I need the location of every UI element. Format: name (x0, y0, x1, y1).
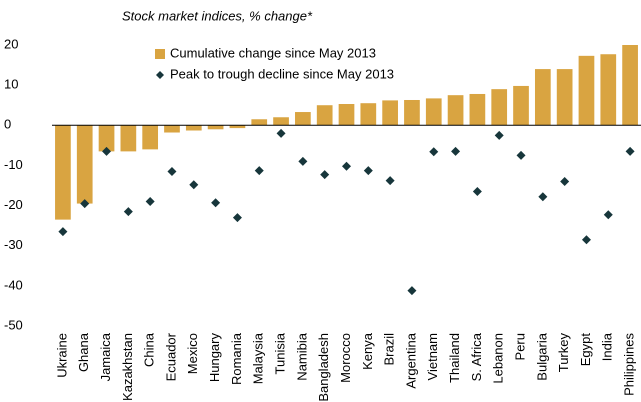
legend-swatch (155, 49, 165, 59)
x-tick-label: Ghana (76, 332, 91, 372)
diamond-marker (429, 147, 439, 157)
x-tick-label: Malaysia (251, 332, 266, 384)
bar (338, 104, 355, 126)
x-tick-label: Ecuador (163, 332, 178, 381)
diamond-marker (298, 156, 308, 166)
diamond-marker (385, 176, 395, 186)
diamond-marker (407, 286, 417, 296)
bar (513, 85, 529, 126)
bar (622, 45, 638, 126)
y-tick-label: -10 (4, 157, 23, 172)
bar (404, 99, 420, 126)
diamond-marker (342, 161, 351, 171)
diamond-marker (538, 192, 548, 202)
bar (360, 103, 377, 126)
bar (316, 105, 333, 126)
y-tick-label: -40 (4, 277, 23, 292)
diamond-marker (102, 146, 112, 156)
x-tick-label: Hungary (207, 333, 222, 383)
diamond-marker (123, 207, 133, 217)
x-tick-label: Argentina (403, 332, 418, 388)
diamond-marker (363, 166, 373, 176)
diamond-marker (232, 213, 242, 223)
bar (556, 69, 573, 126)
diamond-marker (603, 210, 613, 220)
x-tick-label: Ukraine (54, 333, 69, 378)
x-tick-label: Morocco (338, 333, 353, 383)
x-tick-label: Kenya (360, 332, 375, 370)
diamond-marker (625, 146, 635, 156)
x-tick-label: Peru (512, 333, 527, 360)
x-tick-label: Romania (229, 332, 244, 385)
x-tick-label: Kazakhstan (120, 333, 135, 401)
x-tick-label: Brazil (382, 333, 397, 366)
diamond-marker (80, 199, 90, 209)
bar (207, 125, 224, 130)
diamond-marker (494, 130, 504, 140)
bar (534, 69, 551, 126)
diamond-marker (211, 198, 221, 208)
bar (425, 98, 442, 126)
diamond-marker (167, 166, 177, 176)
legend-swatch (156, 71, 164, 79)
x-tick-label: Thailand (447, 333, 462, 383)
legend-label: Peak to trough decline since May 2013 (170, 66, 394, 81)
bar (185, 125, 202, 131)
y-tick-label: 0 (4, 117, 11, 132)
diamond-marker (58, 227, 68, 237)
chart-title: Stock market indices, % change* (122, 8, 313, 23)
x-tick-label: Turkey (556, 333, 571, 373)
diamond-marker (451, 146, 461, 156)
bar (120, 125, 137, 152)
y-tick-label: -50 (4, 317, 23, 332)
diamond-marker (516, 150, 526, 160)
diamond-marker (320, 170, 330, 180)
x-tick-label: Bulgaria (534, 332, 549, 380)
diamond-marker (189, 180, 199, 190)
x-tick-label: Jamaica (98, 332, 113, 381)
bar (295, 112, 311, 126)
x-tick-label: Vietnam (425, 333, 440, 380)
bar (491, 89, 508, 126)
legend-label: Cumulative change since May 2013 (170, 45, 376, 60)
x-tick-label: Bangladesh (316, 333, 331, 402)
diamond-marker (276, 128, 286, 138)
x-tick-label: Mexico (185, 333, 200, 374)
bar (578, 55, 595, 126)
diamond-marker (145, 197, 155, 207)
y-tick-label: -30 (4, 237, 23, 252)
bar (98, 125, 115, 152)
x-tick-label: Philippines (622, 333, 637, 396)
bar (76, 125, 93, 204)
diamond-marker (560, 176, 570, 186)
x-tick-label: India (600, 332, 615, 361)
diamond-marker (254, 166, 264, 176)
bar (382, 100, 398, 126)
y-tick-label: 20 (4, 36, 18, 51)
x-tick-label: Lebanon (491, 333, 506, 384)
x-tick-label: Namibia (294, 332, 309, 380)
bar (142, 125, 159, 150)
bar (469, 93, 486, 126)
x-tick-label: S. Africa (469, 332, 484, 381)
bar (600, 54, 617, 126)
bar (229, 125, 246, 129)
bar (251, 119, 268, 126)
diamond-marker (472, 187, 482, 197)
diamond-marker (581, 235, 591, 245)
x-tick-label: Tunisia (272, 332, 287, 374)
bar (164, 125, 180, 133)
y-tick-label: -20 (4, 197, 23, 212)
x-tick-label: China (142, 332, 157, 367)
bar (447, 95, 464, 126)
bar (273, 117, 289, 126)
y-tick-label: 10 (4, 77, 18, 92)
x-tick-label: Egypt (578, 333, 593, 367)
bar (55, 125, 71, 220)
